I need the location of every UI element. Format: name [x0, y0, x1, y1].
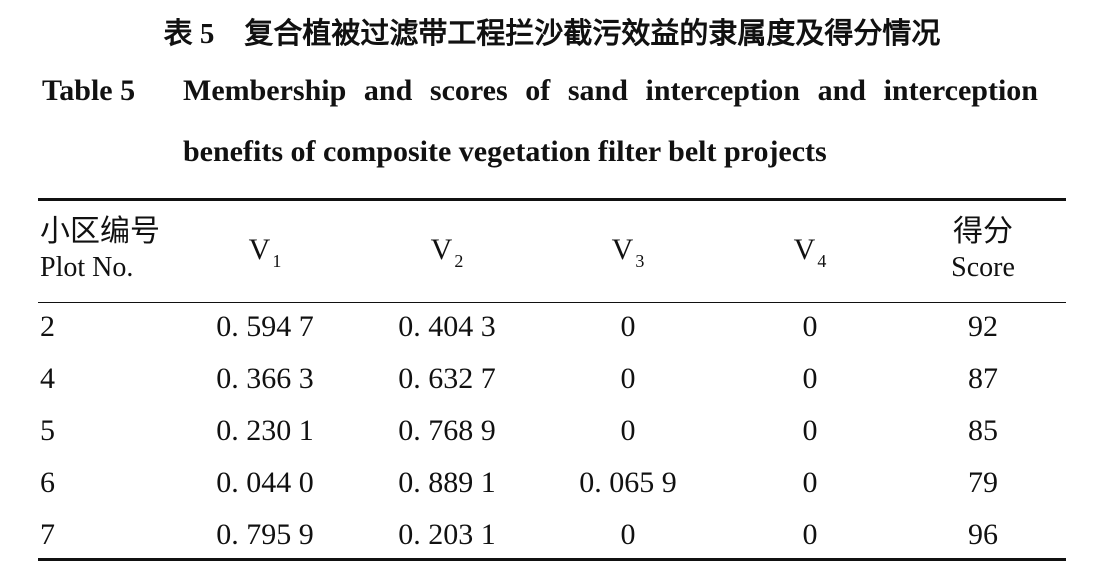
table-cell: 5 — [40, 414, 55, 447]
table-cell: 6 — [40, 466, 55, 499]
table-cell: 0. 632 7 — [398, 362, 496, 395]
table-cell: 0 — [620, 310, 636, 343]
caption-zh: 表 5 复合植被过滤带工程拦沙截污效益的隶属度及得分情况 — [0, 10, 1104, 52]
header-subscript: 2 — [454, 251, 464, 271]
table-cell: 0. 366 3 — [216, 362, 314, 395]
table-cell: 0. 594 7 — [216, 310, 314, 343]
table-cell: 7 — [40, 518, 55, 551]
table-cell: 2 — [40, 310, 55, 343]
table-cell: 0. 795 9 — [216, 518, 314, 551]
table-cell: 0. 768 9 — [398, 414, 496, 447]
table-cell: 0 — [802, 362, 818, 395]
table-cell: 0 — [802, 310, 818, 343]
table-cell: 0 — [802, 518, 818, 551]
header-subscript: 4 — [817, 251, 827, 271]
table-cell: 0. 065 9 — [579, 466, 677, 499]
table-cell: 0 — [620, 518, 636, 551]
table-cell: 0. 044 0 — [216, 466, 314, 499]
header-symbol: V — [430, 233, 453, 266]
header-cell: 得分 Score — [951, 214, 1015, 286]
table-cell: 92 — [968, 310, 998, 343]
table-cell: 0. 889 1 — [398, 466, 496, 499]
top-rule — [38, 198, 1066, 201]
mid-rule — [38, 302, 1066, 303]
header-symbol: V — [793, 233, 816, 266]
table-cell: 0 — [620, 362, 636, 395]
table-cell: 79 — [968, 466, 998, 499]
table-cell: 96 — [968, 518, 998, 551]
table-cell: 0 — [802, 414, 818, 447]
table-cell: 87 — [968, 362, 998, 395]
header-subscript: 3 — [635, 251, 645, 271]
caption-label: Table 5 — [42, 74, 136, 107]
table-cell: 0. 203 1 — [398, 518, 496, 551]
header-symbol: V — [611, 233, 634, 266]
table-cell: 0. 230 1 — [216, 414, 314, 447]
header-zh: 得分 — [952, 215, 1013, 248]
bottom-rule — [38, 558, 1066, 561]
caption-title: Membership and scores of sand intercepti… — [183, 74, 1038, 168]
table-cell: 4 — [40, 362, 55, 395]
table-cell: 0 — [802, 466, 818, 499]
table-cell: 85 — [968, 414, 998, 447]
header-en: Score — [951, 252, 1015, 283]
table-cell: 0 — [620, 414, 636, 447]
header-cell: 小区编号 Plot No. — [40, 214, 160, 286]
header-en: Plot No. — [40, 252, 134, 283]
table-cell: 0. 404 3 — [398, 310, 496, 343]
header-subscript: 1 — [272, 251, 282, 271]
caption-label: 表 5 — [163, 18, 215, 50]
caption-title: 复合植被过滤带工程拦沙截污效益的隶属度及得分情况 — [244, 18, 941, 50]
header-zh: 小区编号 — [40, 215, 160, 248]
header-symbol: V — [248, 233, 271, 266]
